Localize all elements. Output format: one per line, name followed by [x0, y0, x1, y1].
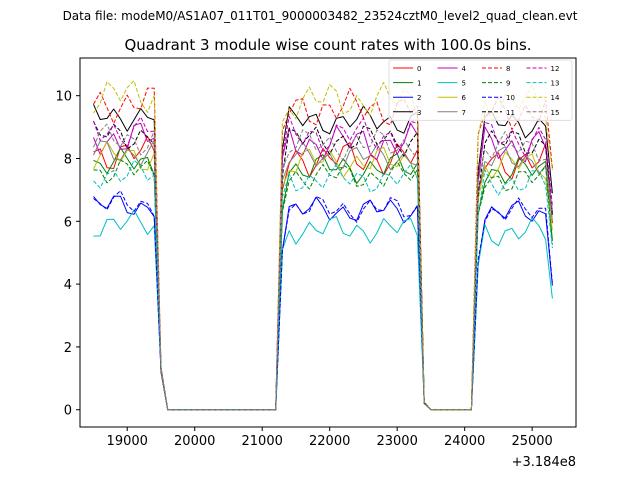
series-line-12 [93, 115, 553, 411]
legend-label: 4 [462, 65, 467, 73]
series-line-9 [93, 159, 553, 411]
x-tick-label: 21000 [242, 434, 283, 449]
legend-label: 8 [506, 65, 510, 73]
y-tick-label: 8 [64, 152, 72, 167]
y-axis: 0 2 4 6 8 10 [55, 90, 80, 419]
y-tick-label: 0 [64, 404, 72, 419]
chart-title: Quadrant 3 module wise count rates with … [124, 36, 531, 54]
series-line-11 [93, 121, 553, 411]
legend-label: 0 [417, 65, 421, 73]
y-tick-label: 4 [64, 278, 72, 293]
series-layer [93, 80, 553, 411]
legend-box [388, 59, 573, 121]
chart-suptitle: Data file: modeM0/AS1A07_011T01_90000034… [63, 9, 578, 23]
y-tick-label: 2 [64, 341, 72, 356]
legend-label: 5 [462, 80, 466, 88]
legend-label: 10 [506, 94, 515, 102]
plot-frame [79, 57, 577, 428]
legend-label: 13 [551, 80, 560, 88]
legend-label: 14 [551, 94, 560, 102]
y-tick-label: 10 [55, 90, 72, 105]
x-tick-label: 25000 [511, 434, 552, 449]
legend-label: 12 [551, 65, 560, 73]
x-tick-label: 22000 [309, 434, 350, 449]
legend-label: 2 [417, 94, 421, 102]
series-line-0 [93, 135, 553, 411]
legend-label: 11 [506, 109, 515, 117]
x-tick-label: 20000 [174, 434, 215, 449]
legend-label: 1 [417, 80, 421, 88]
series-line-15 [93, 123, 553, 411]
x-tick-label: 23000 [376, 434, 417, 449]
series-line-13 [93, 159, 553, 411]
legend-label: 9 [506, 80, 510, 88]
legend-label: 3 [417, 109, 421, 117]
x-axis: 19000 20000 21000 22000 23000 24000 25000 [107, 427, 553, 449]
x-tick-label: 24000 [444, 434, 485, 449]
x-offset-label: +3.184e8 [512, 455, 576, 470]
x-tick-label: 19000 [107, 434, 148, 449]
y-tick-label: 6 [64, 215, 72, 230]
legend-label: 6 [462, 94, 467, 102]
legend-label: 15 [551, 109, 560, 117]
legend-label: 7 [462, 109, 466, 117]
